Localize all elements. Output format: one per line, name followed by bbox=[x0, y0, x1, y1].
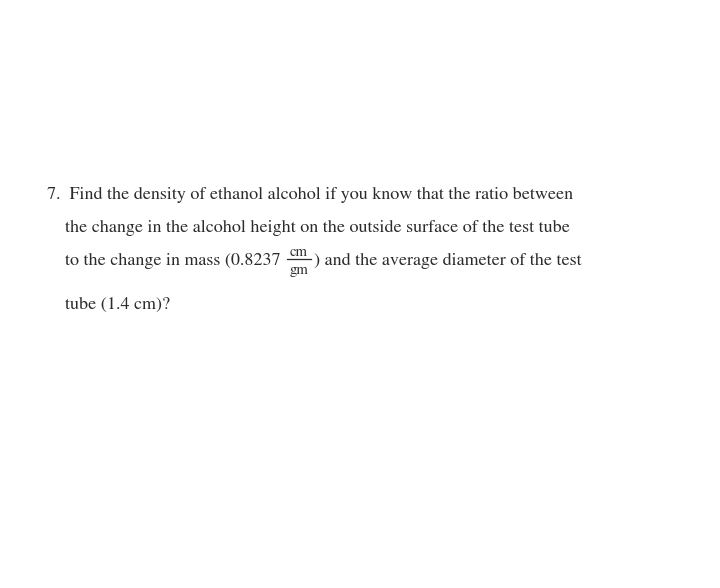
Text: tube (1.4 cm)?: tube (1.4 cm)? bbox=[65, 297, 170, 313]
Text: cm: cm bbox=[290, 245, 308, 259]
Text: gm: gm bbox=[289, 263, 308, 277]
Text: 7.  Find the density of ethanol alcohol if you know that the ratio between: 7. Find the density of ethanol alcohol i… bbox=[47, 187, 573, 203]
Text: ) and the average diameter of the test: ) and the average diameter of the test bbox=[314, 253, 582, 269]
Text: the change in the alcohol height on the outside surface of the test tube: the change in the alcohol height on the … bbox=[65, 220, 570, 236]
Text: to the change in mass (0.8237: to the change in mass (0.8237 bbox=[65, 253, 285, 269]
